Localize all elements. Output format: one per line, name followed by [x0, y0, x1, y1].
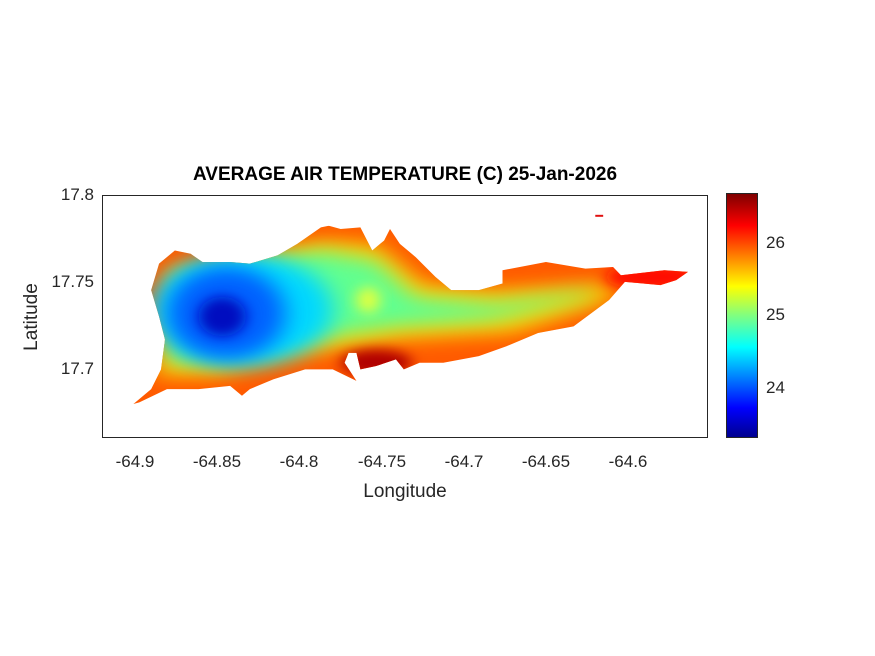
x-tick: -64.6 [608, 452, 648, 471]
x-axis-label: Longitude [363, 481, 447, 502]
x-tick: -64.9 [115, 452, 155, 471]
plot-area [102, 195, 708, 438]
cold-spot [198, 296, 246, 337]
colorbar-tick: 24 [766, 378, 785, 397]
colorbar [726, 193, 758, 438]
y-tick: 17.7 [60, 359, 94, 378]
temperature-map [133, 214, 689, 404]
x-tick: -64.65 [521, 452, 571, 471]
islet [595, 214, 604, 217]
y-axis-label: Latitude [21, 283, 42, 351]
y-tick: 17.75 [51, 272, 94, 291]
hot-spot [340, 349, 412, 376]
east-tip-warm [605, 263, 689, 291]
x-tick: -64.7 [444, 452, 484, 471]
chart-title: AVERAGE AIR TEMPERATURE (C) 25-Jan-2026 [192, 164, 618, 185]
x-tick: -64.75 [357, 452, 407, 471]
y-tick: 17.8 [60, 185, 94, 204]
colorbar-tick: 26 [766, 233, 785, 252]
colorbar-tick: 25 [766, 305, 785, 324]
warm-spot [356, 286, 381, 314]
x-tick: -64.8 [279, 452, 319, 471]
x-tick: -64.85 [192, 452, 242, 471]
